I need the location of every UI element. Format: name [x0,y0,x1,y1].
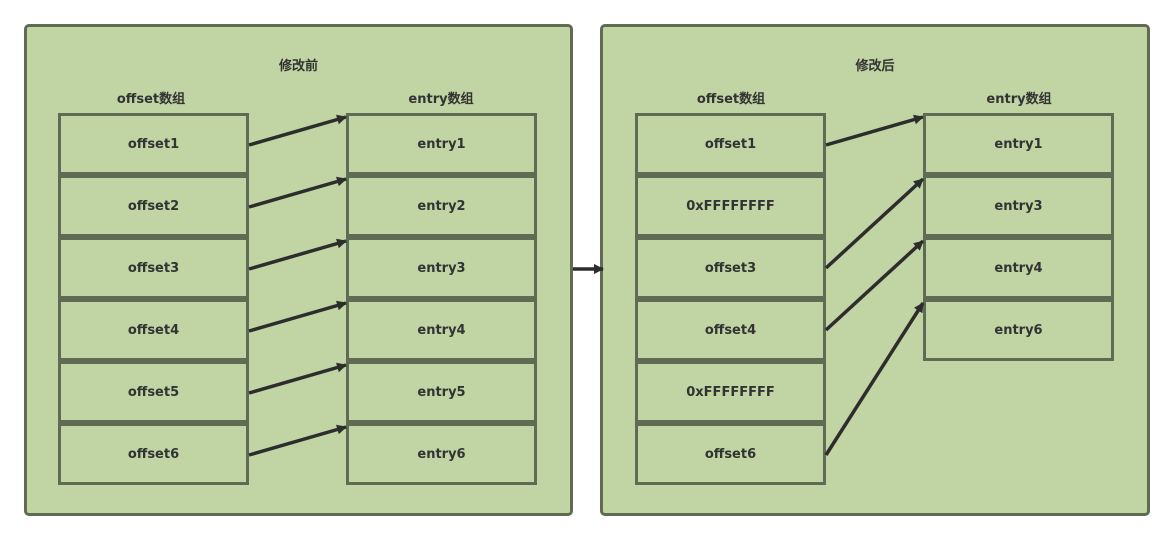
after-offset-array-label: offset数组 [696,92,766,107]
after-offset-cell: 0xFFFFFFFF [635,361,826,423]
before-offset-cell: offset5 [58,361,249,423]
before-entry-cell: entry1 [346,113,537,175]
before-entry-cell: entry3 [346,237,537,299]
after-entry-cell: entry1 [923,113,1114,175]
after-entry-cell: entry6 [923,299,1114,361]
after-offset-cell: offset1 [635,113,826,175]
after-entry-cell: entry4 [923,237,1114,299]
after-offset-cell: offset6 [635,423,826,485]
panel-title-before: 修改前 [278,59,318,74]
after-offset-cell: offset3 [635,237,826,299]
before-offset-array-label: offset数组 [116,92,186,107]
after-entry-array-label: entry数组 [986,92,1052,107]
before-entry-cell: entry4 [346,299,537,361]
before-entry-cell: entry5 [346,361,537,423]
after-offset-cell: 0xFFFFFFFF [635,175,826,237]
before-entry-array-label: entry数组 [408,92,474,107]
before-entry-cell: entry6 [346,423,537,485]
after-offset-cell: offset4 [635,299,826,361]
before-offset-cell: offset4 [58,299,249,361]
before-offset-cell: offset3 [58,237,249,299]
panel-title-after: 修改后 [855,59,895,74]
before-offset-cell: offset2 [58,175,249,237]
before-offset-cell: offset6 [58,423,249,485]
before-offset-cell: offset1 [58,113,249,175]
after-entry-cell: entry3 [923,175,1114,237]
before-entry-cell: entry2 [346,175,537,237]
